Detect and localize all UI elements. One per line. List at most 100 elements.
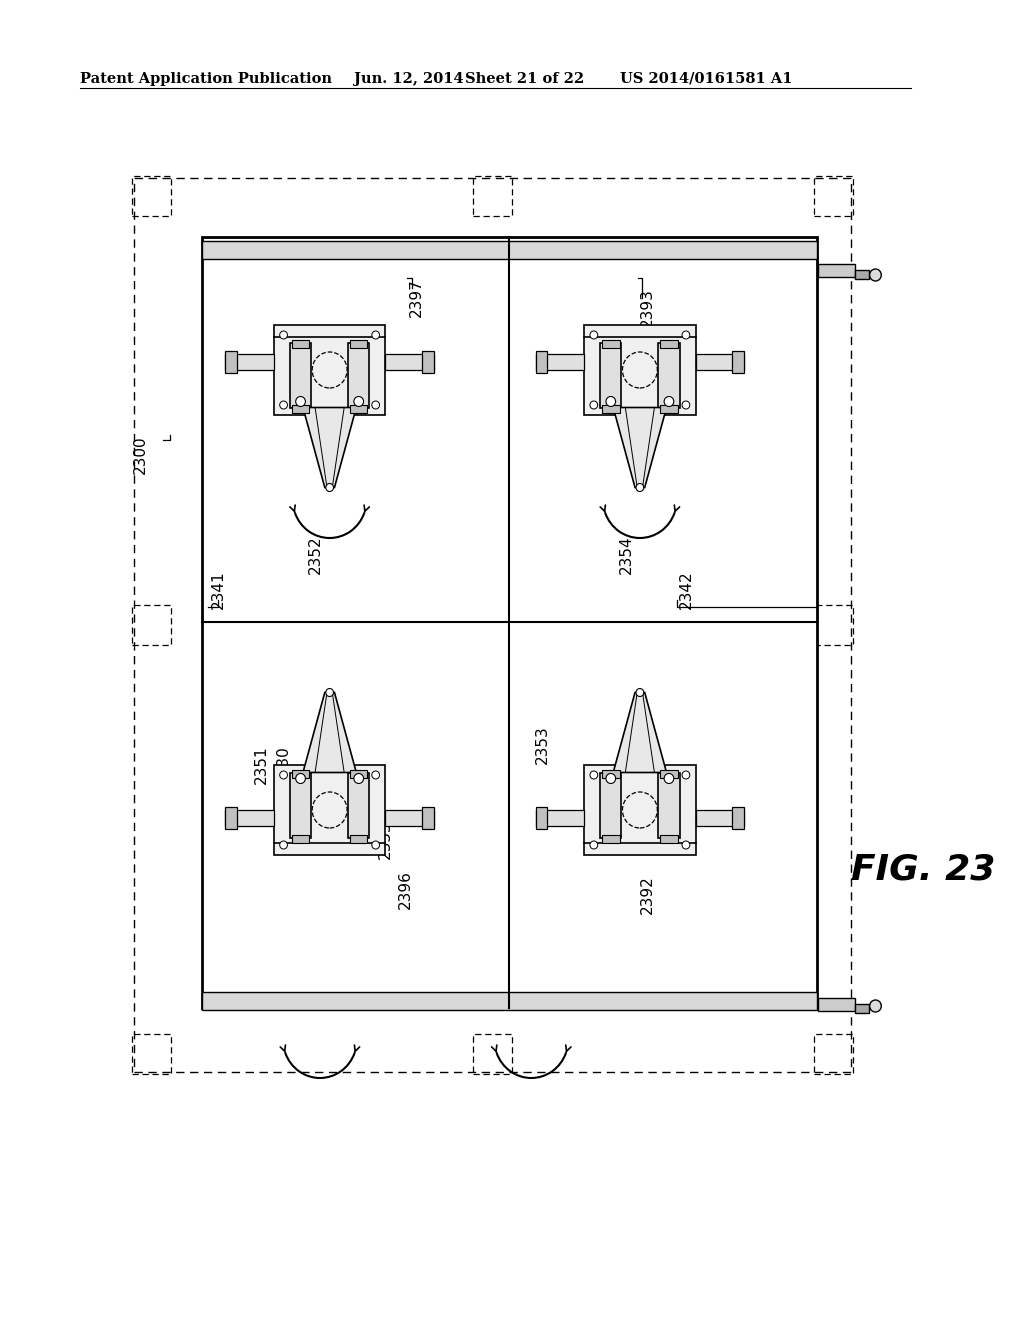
Bar xyxy=(290,772,311,837)
Circle shape xyxy=(372,401,380,409)
Polygon shape xyxy=(303,693,356,772)
Circle shape xyxy=(372,331,380,339)
Bar xyxy=(536,351,547,374)
Circle shape xyxy=(682,331,690,339)
Bar xyxy=(348,342,370,408)
Bar xyxy=(732,807,744,829)
Bar xyxy=(292,339,309,347)
Bar xyxy=(292,770,309,777)
Bar xyxy=(350,404,368,412)
Circle shape xyxy=(280,331,288,339)
Polygon shape xyxy=(613,693,667,772)
Circle shape xyxy=(590,841,598,849)
Bar xyxy=(602,834,620,842)
Text: 2342: 2342 xyxy=(679,570,693,610)
Text: 2397: 2397 xyxy=(410,279,424,317)
Circle shape xyxy=(280,841,288,849)
Circle shape xyxy=(590,331,598,339)
Bar xyxy=(348,772,370,837)
Circle shape xyxy=(280,771,288,779)
Text: 2300: 2300 xyxy=(133,436,148,474)
Text: Sheet 21 of 22: Sheet 21 of 22 xyxy=(465,73,585,86)
Bar xyxy=(818,264,855,277)
Bar xyxy=(536,354,584,370)
Bar xyxy=(602,339,620,347)
Text: Jun. 12, 2014: Jun. 12, 2014 xyxy=(354,73,464,86)
Circle shape xyxy=(296,396,305,407)
Bar xyxy=(385,810,434,826)
Bar xyxy=(600,772,622,837)
Bar xyxy=(350,770,368,777)
Bar xyxy=(225,354,273,370)
Bar xyxy=(225,351,237,374)
Circle shape xyxy=(606,396,615,407)
Circle shape xyxy=(354,396,364,407)
Circle shape xyxy=(665,774,674,784)
Text: FIG. 23: FIG. 23 xyxy=(851,853,995,887)
Bar xyxy=(855,271,868,279)
Circle shape xyxy=(590,771,598,779)
Text: US 2014/0161581 A1: US 2014/0161581 A1 xyxy=(621,73,793,86)
Bar xyxy=(134,178,851,1072)
Circle shape xyxy=(869,269,882,281)
Bar xyxy=(290,342,311,408)
Bar xyxy=(660,834,678,842)
Bar xyxy=(658,772,680,837)
Bar xyxy=(536,810,584,826)
Bar xyxy=(132,1034,171,1074)
Bar xyxy=(818,998,855,1011)
Bar xyxy=(273,766,385,855)
Bar xyxy=(202,242,817,259)
Text: 2396: 2396 xyxy=(397,871,413,909)
Bar xyxy=(202,238,817,1008)
Bar xyxy=(732,351,744,374)
Circle shape xyxy=(326,689,334,697)
Circle shape xyxy=(665,396,674,407)
Bar xyxy=(814,1034,853,1074)
Bar xyxy=(660,339,678,347)
Bar xyxy=(814,605,853,645)
Circle shape xyxy=(326,483,334,491)
Bar xyxy=(814,176,853,216)
Polygon shape xyxy=(613,408,667,487)
Bar xyxy=(350,339,368,347)
Bar xyxy=(660,404,678,412)
Bar xyxy=(855,1005,868,1012)
Circle shape xyxy=(869,1001,882,1012)
Text: Patent Application Publication: Patent Application Publication xyxy=(81,73,333,86)
Text: 2330: 2330 xyxy=(276,746,291,784)
Bar xyxy=(584,766,695,855)
Bar xyxy=(350,834,368,842)
Text: 2341: 2341 xyxy=(211,570,226,610)
Bar xyxy=(473,1034,512,1074)
Bar xyxy=(695,354,744,370)
Text: 2392: 2392 xyxy=(640,875,655,915)
Bar xyxy=(602,770,620,777)
Bar xyxy=(132,605,171,645)
Circle shape xyxy=(590,401,598,409)
Circle shape xyxy=(682,841,690,849)
Bar xyxy=(273,325,385,414)
Circle shape xyxy=(280,401,288,409)
Bar xyxy=(600,342,622,408)
Bar xyxy=(602,404,620,412)
Bar xyxy=(422,351,434,374)
Circle shape xyxy=(682,401,690,409)
Circle shape xyxy=(606,774,615,784)
Bar xyxy=(536,807,547,829)
Circle shape xyxy=(296,774,305,784)
Text: 2353: 2353 xyxy=(536,726,550,764)
Circle shape xyxy=(372,841,380,849)
Circle shape xyxy=(372,771,380,779)
Bar xyxy=(695,810,744,826)
Text: 2393: 2393 xyxy=(640,289,655,327)
Bar xyxy=(292,834,309,842)
Circle shape xyxy=(354,774,364,784)
Text: 2354: 2354 xyxy=(618,536,634,574)
Bar xyxy=(225,807,237,829)
Circle shape xyxy=(636,483,644,491)
Bar xyxy=(385,354,434,370)
Polygon shape xyxy=(303,408,356,487)
Text: 2352: 2352 xyxy=(308,536,324,574)
Bar xyxy=(473,176,512,216)
